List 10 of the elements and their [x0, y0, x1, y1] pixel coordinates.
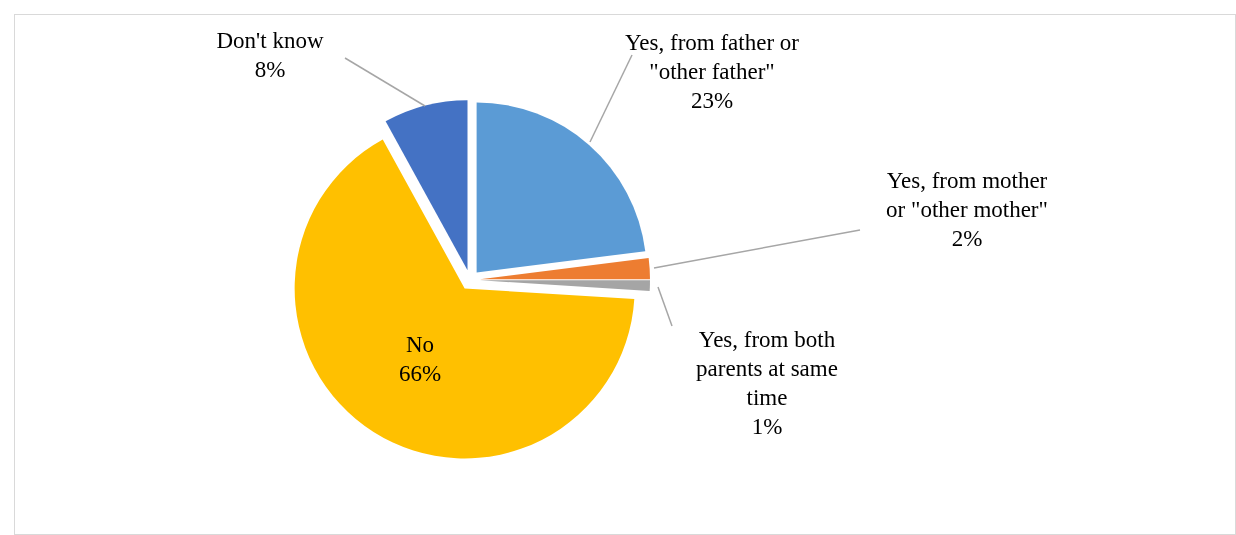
slice-label: No: [405, 332, 435, 357]
slice-label: Don't know: [216, 28, 324, 53]
data-label: 66%: [398, 361, 442, 386]
data-label: 2%: [951, 226, 983, 251]
data-label: 1%: [751, 414, 783, 439]
slice-label: Yes, from mother or "other mother": [886, 168, 1048, 222]
data-label: 23%: [690, 88, 734, 113]
data-label: 8%: [254, 57, 286, 82]
slice-label: Yes, from father or "other father": [625, 30, 800, 84]
slice-label: Yes, from both parents at same time: [696, 327, 838, 410]
